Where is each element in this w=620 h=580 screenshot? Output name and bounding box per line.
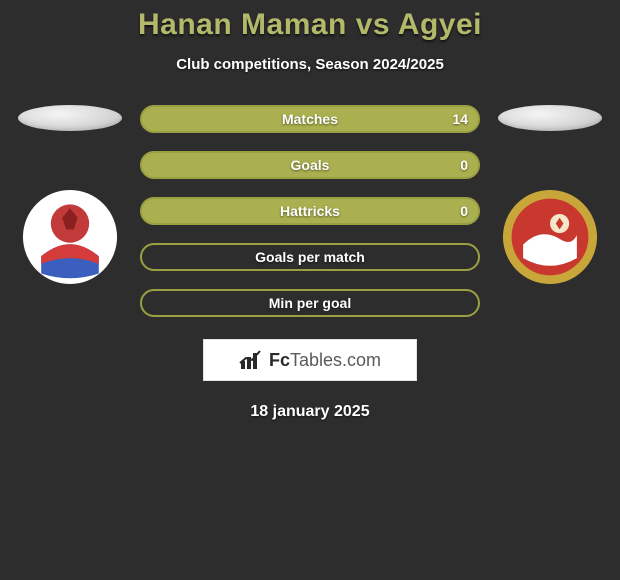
right-player-column (490, 105, 610, 285)
stat-row: Min per goal (140, 289, 480, 317)
right-club-logo (502, 189, 598, 285)
page-title: Hanan Maman vs Agyei (0, 8, 620, 42)
stat-label: Min per goal (269, 295, 351, 311)
stat-label: Hattricks (280, 203, 340, 219)
content-row: Matches 14 Goals 0 Hattricks 0 Goals per match… (0, 105, 620, 317)
stat-pill: Hattricks (140, 197, 480, 225)
brand-part-a: Fc (269, 350, 290, 370)
left-club-logo-svg (22, 189, 118, 285)
brand-part-b: Tables (290, 350, 342, 370)
bars-icon (239, 349, 265, 371)
left-player-portrait (18, 105, 122, 131)
page-subtitle: Club competitions, Season 2024/2025 (0, 56, 620, 73)
stat-row: Matches 14 (140, 105, 480, 133)
right-club-logo-svg (502, 189, 598, 285)
stat-value-right: 0 (460, 197, 468, 225)
stat-value-right: 14 (452, 105, 468, 133)
stat-value-right: 0 (460, 151, 468, 179)
stat-pill: Goals (140, 151, 480, 179)
stat-row: Hattricks 0 (140, 197, 480, 225)
stat-pill: Matches (140, 105, 480, 133)
comparison-card: Hanan Maman vs Agyei Club competitions, … (0, 0, 620, 421)
stat-pill: Goals per match (140, 243, 480, 271)
stat-label: Goals per match (255, 249, 365, 265)
stat-pill: Min per goal (140, 289, 480, 317)
left-club-logo (22, 189, 118, 285)
date-line: 18 january 2025 (0, 403, 620, 421)
stats-column: Matches 14 Goals 0 Hattricks 0 Goals per match… (140, 105, 480, 317)
brand-text: FcTables.com (269, 350, 381, 371)
left-player-column (10, 105, 130, 285)
stat-label: Goals (291, 157, 330, 173)
brand-box: FcTables.com (203, 339, 417, 381)
stat-row: Goals per match (140, 243, 480, 271)
brand-suffix: .com (342, 350, 381, 370)
stat-label: Matches (282, 111, 338, 127)
stat-row: Goals 0 (140, 151, 480, 179)
right-player-portrait (498, 105, 602, 131)
